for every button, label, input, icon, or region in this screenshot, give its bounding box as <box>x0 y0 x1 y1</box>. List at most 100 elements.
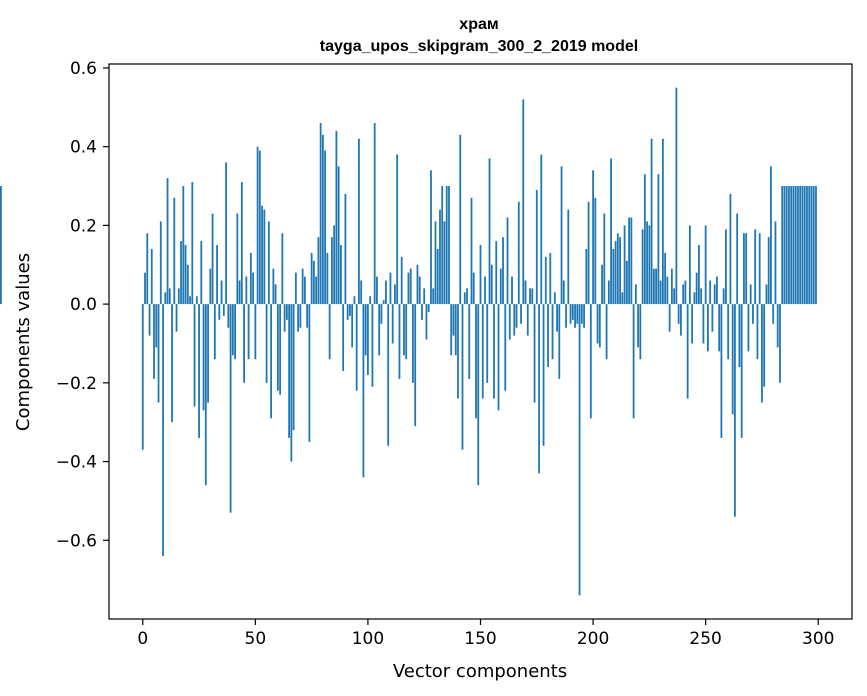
bar <box>173 197 176 305</box>
bar <box>144 272 146 305</box>
bar <box>639 304 642 360</box>
bar <box>743 233 745 305</box>
bar <box>499 268 502 305</box>
bar <box>463 292 466 305</box>
bar <box>729 193 732 305</box>
bar <box>182 186 185 305</box>
bar <box>758 233 761 305</box>
bar <box>630 217 633 305</box>
x-tick-label: 50 <box>245 629 267 649</box>
bar <box>596 304 599 344</box>
bar <box>666 276 669 305</box>
bar <box>202 304 205 411</box>
bar <box>468 304 471 379</box>
bar <box>693 292 696 305</box>
bar <box>623 225 626 305</box>
bar <box>177 288 180 305</box>
bar <box>560 166 563 305</box>
bar <box>646 221 649 305</box>
bar <box>421 304 423 320</box>
y-tick-label: −0.2 <box>56 374 97 394</box>
bar <box>650 138 653 305</box>
x-tick-label: 200 <box>577 629 609 649</box>
bar <box>450 304 453 356</box>
bar <box>628 217 630 305</box>
bar <box>283 304 286 332</box>
bar <box>580 304 583 324</box>
bar <box>427 304 430 312</box>
bar <box>358 138 360 305</box>
bar <box>155 304 158 348</box>
bar <box>695 272 698 305</box>
bar <box>679 304 682 336</box>
bar <box>432 288 435 305</box>
bar <box>403 304 405 356</box>
bar <box>677 304 680 324</box>
bar <box>535 189 538 305</box>
bar <box>376 276 378 305</box>
bar <box>198 304 200 438</box>
bar <box>634 284 637 305</box>
bar <box>542 304 545 446</box>
bar <box>342 304 345 372</box>
y-axis-label: Components values <box>13 253 34 431</box>
bar <box>396 154 399 305</box>
bar <box>312 260 315 305</box>
bar <box>457 304 459 399</box>
bar <box>716 276 718 305</box>
bar <box>423 288 426 305</box>
bar <box>484 276 486 305</box>
bar <box>549 252 552 305</box>
bar <box>434 221 437 305</box>
bar <box>414 304 417 427</box>
bar <box>317 237 320 305</box>
bar <box>407 272 410 305</box>
bar <box>481 304 484 399</box>
bar <box>738 304 741 368</box>
bar <box>222 304 225 316</box>
bar <box>531 288 534 305</box>
bar <box>207 304 209 403</box>
bar <box>213 304 216 360</box>
x-tick-label: 250 <box>689 629 721 649</box>
bar <box>529 288 531 305</box>
bar <box>810 186 813 305</box>
bar <box>459 134 462 305</box>
bar <box>272 268 275 305</box>
bar <box>436 249 439 305</box>
bar <box>702 304 705 344</box>
bar <box>394 284 396 305</box>
bar <box>290 304 293 462</box>
bar <box>276 304 279 391</box>
bar <box>263 209 266 305</box>
bar <box>326 252 329 305</box>
bar <box>794 186 797 305</box>
bar <box>380 304 383 324</box>
bar <box>270 304 273 419</box>
bar <box>722 288 725 305</box>
bar <box>567 209 570 305</box>
bar <box>605 304 608 360</box>
bar <box>418 276 421 305</box>
bar <box>373 123 376 305</box>
bar <box>765 284 768 305</box>
bar <box>454 304 457 356</box>
bar <box>385 280 387 305</box>
bar <box>592 170 594 305</box>
bar <box>204 304 207 486</box>
bar <box>506 217 509 305</box>
bar <box>238 280 241 305</box>
bar <box>150 249 153 305</box>
bar <box>245 276 248 305</box>
bar <box>353 296 356 305</box>
bar <box>319 123 322 305</box>
bar <box>355 304 358 391</box>
bar <box>333 225 336 305</box>
bar <box>225 162 227 305</box>
bar <box>252 272 254 305</box>
bar <box>781 186 784 305</box>
bar <box>734 304 736 517</box>
bar <box>614 241 617 305</box>
bar <box>216 245 218 305</box>
